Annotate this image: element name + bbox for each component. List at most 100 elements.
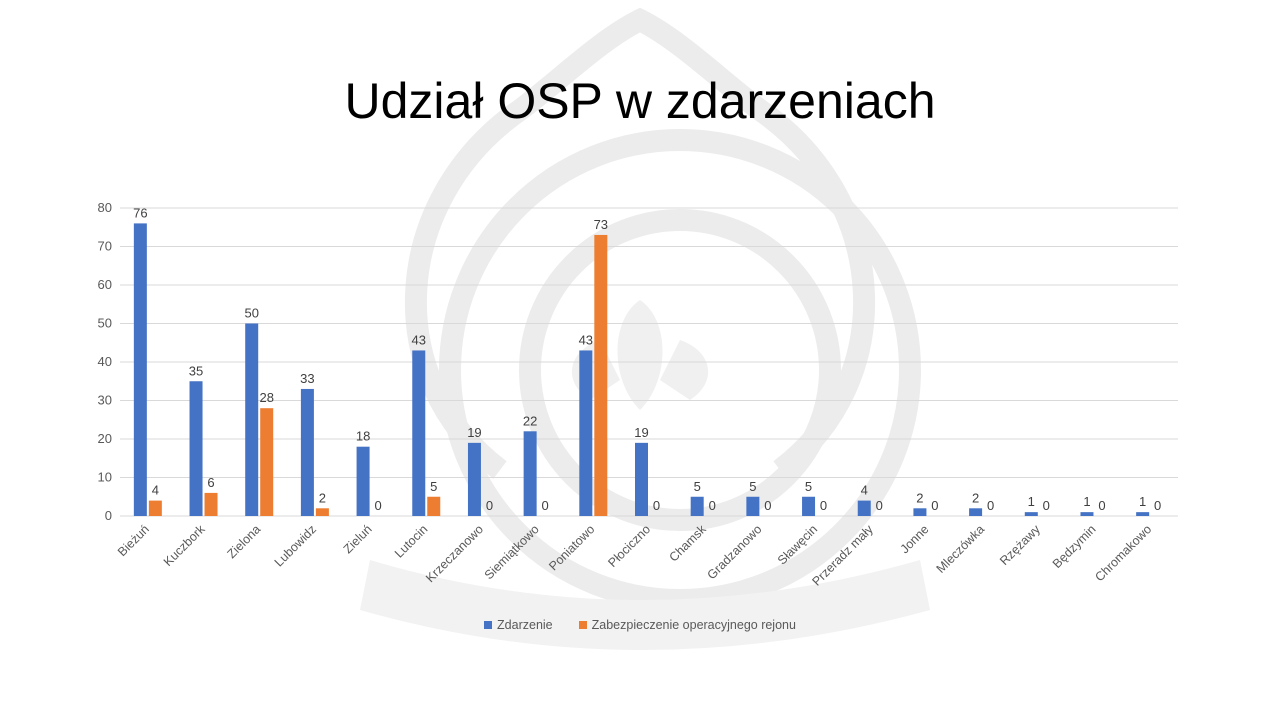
chart-gridlines xyxy=(120,207,1178,517)
y-tick-label: 50 xyxy=(98,316,112,331)
x-tick-label: Zieluń xyxy=(341,522,375,556)
y-tick-label: 70 xyxy=(98,239,112,254)
bar-zdarzenie xyxy=(412,350,426,516)
bar-zdarzenie xyxy=(690,496,704,516)
x-tick-label: Zielona xyxy=(224,522,263,561)
data-label: 0 xyxy=(987,498,994,513)
bar-zdarzenie xyxy=(969,508,983,516)
y-tick-label: 20 xyxy=(98,431,112,446)
data-label: 5 xyxy=(749,479,756,494)
y-axis-ticks: 0 10 20 30 40 50 60 70 80 xyxy=(98,200,112,523)
data-label: 5 xyxy=(805,479,812,494)
data-label: 1 xyxy=(1028,494,1035,509)
chart-bars xyxy=(133,223,1150,516)
data-label: 0 xyxy=(486,498,493,513)
bar-zdarzenie xyxy=(1080,512,1094,516)
data-label: 35 xyxy=(189,363,203,378)
data-label: 19 xyxy=(467,425,481,440)
data-label: 19 xyxy=(634,425,648,440)
bar-zdarzenie xyxy=(356,446,370,516)
bar-zdarzenie xyxy=(189,381,203,516)
legend-swatch xyxy=(578,621,587,629)
x-tick-label: Gradzanowo xyxy=(704,522,764,582)
legend-item-zdarzenie: Zdarzenie xyxy=(484,618,553,632)
x-tick-label: Będzymin xyxy=(1050,522,1099,571)
bar-zdarzenie xyxy=(300,388,314,516)
data-label: 22 xyxy=(523,413,537,428)
data-label: 73 xyxy=(594,217,608,232)
y-tick-label: 60 xyxy=(98,277,112,292)
data-label: 18 xyxy=(356,429,370,444)
data-label: 0 xyxy=(653,498,660,513)
x-axis-ticks: Bieżuń Kuczbork Zielona Lubowidz Zieluń Lutoc… xyxy=(115,522,1154,589)
bar-zdarzenie xyxy=(133,223,147,516)
chart-legend: Zdarzenie Zabezpieczenie operacyjnego re… xyxy=(0,618,1280,632)
x-tick-label: Kuczbork xyxy=(161,522,208,569)
y-tick-label: 0 xyxy=(105,508,112,523)
x-tick-label: Lubowidz xyxy=(272,522,319,569)
data-label: 0 xyxy=(542,498,549,513)
x-tick-label: Rzężawy xyxy=(997,522,1043,568)
y-tick-label: 10 xyxy=(98,470,112,485)
bar-zdarzenie xyxy=(1024,512,1038,516)
bar-zdarzenie xyxy=(467,442,481,516)
data-label: 43 xyxy=(579,332,593,347)
x-tick-label: Sławęcin xyxy=(775,522,820,567)
data-label: 0 xyxy=(1043,498,1050,513)
bar-zabezpieczenie xyxy=(204,492,218,516)
data-label: 28 xyxy=(259,390,273,405)
bar-zabezpieczenie xyxy=(260,408,274,516)
y-tick-label: 30 xyxy=(98,393,112,408)
y-tick-label: 80 xyxy=(98,200,112,215)
bar-zdarzenie xyxy=(523,431,537,516)
bar-zdarzenie xyxy=(579,350,593,516)
data-label: 0 xyxy=(1154,498,1161,513)
data-label: 0 xyxy=(1098,498,1105,513)
data-label: 0 xyxy=(931,498,938,513)
bar-zabezpieczenie xyxy=(427,496,441,516)
bar-zdarzenie xyxy=(913,508,927,516)
data-label: 0 xyxy=(876,498,883,513)
data-label: 50 xyxy=(244,306,258,321)
data-label: 6 xyxy=(207,475,214,490)
data-label: 0 xyxy=(374,498,381,513)
bar-zdarzenie xyxy=(802,496,816,516)
data-label: 0 xyxy=(764,498,771,513)
x-tick-label: Jonne xyxy=(898,522,932,556)
data-label: 76 xyxy=(133,205,147,220)
x-tick-label: Poniatowo xyxy=(546,522,597,573)
legend-label: Zdarzenie xyxy=(497,618,553,632)
data-label: 5 xyxy=(694,479,701,494)
bar-zdarzenie xyxy=(635,442,648,516)
data-label: 2 xyxy=(916,490,923,505)
legend-label: Zabezpieczenie operacyjnego rejonu xyxy=(591,618,796,632)
bar-zdarzenie xyxy=(245,323,259,516)
page-title: Udział OSP w zdarzeniach xyxy=(344,73,936,129)
x-tick-label: Siemiątkowo xyxy=(482,522,542,582)
bar-zdarzenie xyxy=(746,496,760,516)
legend-swatch xyxy=(484,621,493,629)
legend-item-zabezpieczenie: Zabezpieczenie operacyjnego rejonu xyxy=(578,618,796,632)
data-label: 33 xyxy=(300,371,314,386)
data-label: 43 xyxy=(412,332,426,347)
bar-zabezpieczenie xyxy=(148,500,162,516)
bar-zdarzenie xyxy=(1136,512,1150,516)
data-label: 1 xyxy=(1083,494,1090,509)
data-labels: 7643565028332180435190220437319050505040… xyxy=(133,205,1161,513)
data-label: 0 xyxy=(709,498,716,513)
x-tick-label: Płociczno xyxy=(605,522,653,570)
data-label: 5 xyxy=(430,479,437,494)
data-label: 1 xyxy=(1139,494,1146,509)
data-label: 2 xyxy=(972,490,979,505)
data-label: 4 xyxy=(861,483,868,498)
x-tick-label: Lutocin xyxy=(392,522,430,560)
bar-zabezpieczenie xyxy=(315,508,329,516)
data-label: 0 xyxy=(820,498,827,513)
bar-zabezpieczenie xyxy=(594,234,608,516)
data-label: 2 xyxy=(319,490,326,505)
bar-zdarzenie xyxy=(857,500,871,516)
x-tick-label: Chromakowo xyxy=(1092,522,1154,584)
